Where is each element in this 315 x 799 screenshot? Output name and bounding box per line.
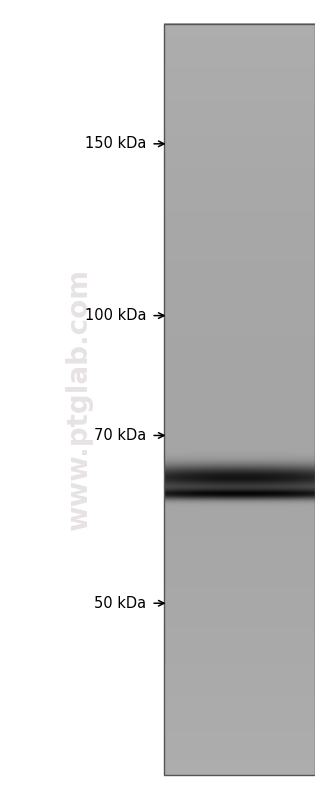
Bar: [164, 24, 315, 775]
Text: 50 kDa: 50 kDa: [94, 596, 146, 610]
Text: www.ptglab.com: www.ptglab.com: [65, 268, 93, 531]
Text: 100 kDa: 100 kDa: [85, 308, 146, 323]
Text: 70 kDa: 70 kDa: [94, 428, 146, 443]
Text: 150 kDa: 150 kDa: [85, 137, 146, 151]
